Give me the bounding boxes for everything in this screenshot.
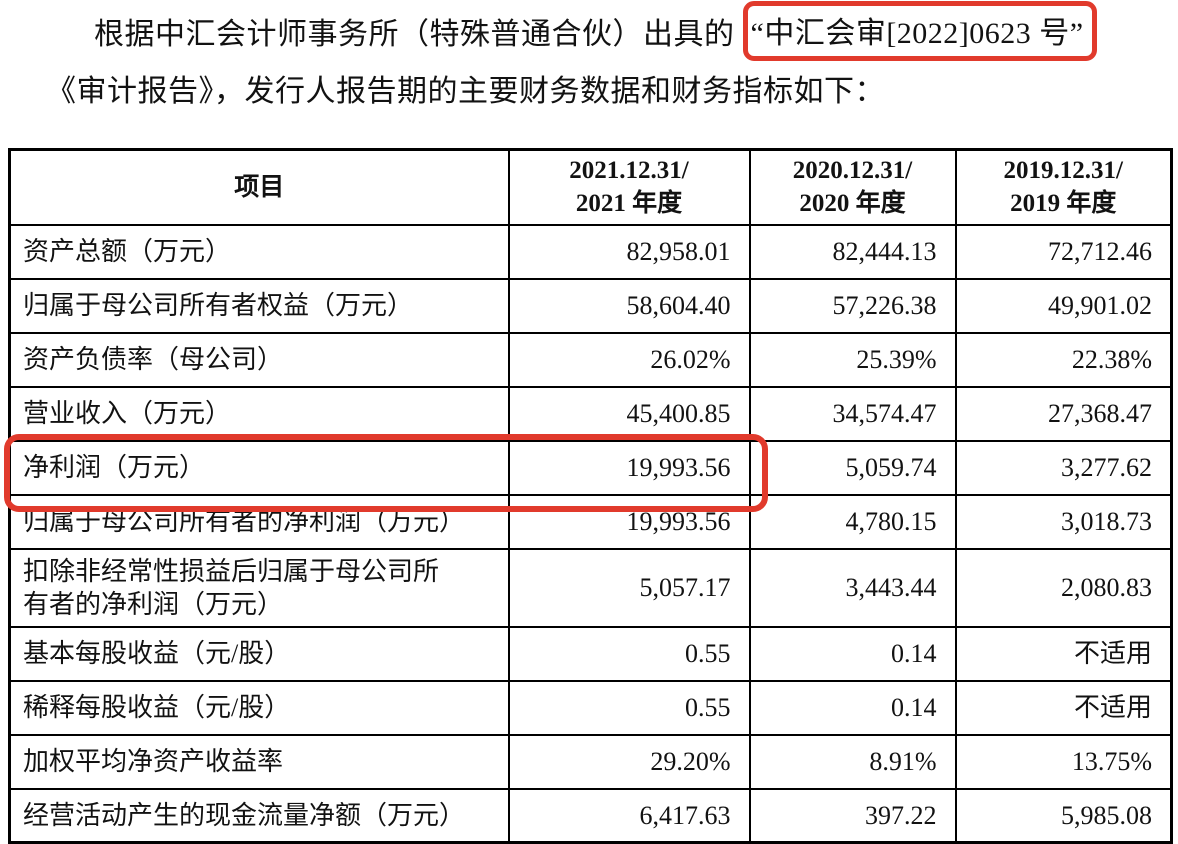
header-period-2019: 2019.12.31/ 2019 年度: [954, 148, 1173, 226]
intro-text: 根据中汇会计师事务所（特殊普通合伙）出具的: [94, 18, 735, 51]
table-row: 加权平均净资产收益率 29.20% 8.91% 13.75%: [8, 733, 1173, 790]
table-row: 营业收入（万元） 45,400.85 34,574.47 27,368.47: [8, 385, 1173, 442]
row-value-2021: 45,400.85: [507, 385, 751, 442]
header-period-2019-year: 2019 年度: [1010, 190, 1117, 218]
table-row: 基本每股收益（元/股） 0.55 0.14 不适用: [8, 625, 1173, 682]
report-number: “中汇会审[2022]0623 号”: [750, 17, 1084, 50]
table-row: 归属于母公司所有者的净利润（万元） 19,993.56 4,780.15 3,0…: [8, 493, 1173, 550]
row-value-2021: 26.02%: [507, 331, 751, 388]
financial-data-table: 项目 2021.12.31/ 2021 年度 2020.12.31/ 2020 …: [8, 148, 1173, 844]
row-value-2019: 5,985.08: [954, 787, 1173, 844]
row-value-2020: 397.22: [748, 787, 957, 844]
row-value-2021: 82,958.01: [507, 223, 751, 280]
row-value-2019: 13.75%: [954, 733, 1173, 790]
row-value-2020: 3,443.44: [748, 547, 957, 628]
row-value-2021: 5,057.17: [507, 547, 751, 628]
header-period-2021: 2021.12.31/ 2021 年度: [507, 148, 751, 226]
intro-line-2: 《审计报告》，发行人报告期的主要财务数据和财务指标如下：: [46, 75, 885, 108]
row-label: 归属于母公司所有者权益（万元）: [8, 277, 510, 334]
row-value-2021: 0.55: [507, 679, 751, 736]
header-period-2020-year: 2020 年度: [799, 190, 906, 218]
table-row: 扣除非经常性损益后归属于母公司所有者的净利润（万元） 5,057.17 3,44…: [8, 547, 1173, 628]
row-value-2020: 57,226.38: [748, 277, 957, 334]
row-value-2021: 29.20%: [507, 733, 751, 790]
row-value-2020: 5,059.74: [748, 439, 957, 496]
financial-table-wrap: 项目 2021.12.31/ 2021 年度 2020.12.31/ 2020 …: [8, 148, 1173, 844]
row-label: 稀释每股收益（元/股）: [8, 679, 510, 736]
intro-line-1: 根据中汇会计师事务所（特殊普通合伙）出具的 “中汇会审[2022]0623 号”: [94, 1, 1097, 61]
row-label: 归属于母公司所有者的净利润（万元）: [8, 493, 510, 550]
row-label: 资产总额（万元）: [8, 223, 510, 280]
row-value-2019: 22.38%: [954, 331, 1173, 388]
row-value-2019: 2,080.83: [954, 547, 1173, 628]
row-value-2019: 不适用: [954, 679, 1173, 736]
row-value-2021: 0.55: [507, 625, 751, 682]
row-label: 营业收入（万元）: [8, 385, 510, 442]
row-value-2019: 3,277.62: [954, 439, 1173, 496]
row-value-2019: 27,368.47: [954, 385, 1173, 442]
row-label: 净利润（万元）: [8, 439, 510, 496]
table-row: 净利润（万元） 19,993.56 5,059.74 3,277.62: [8, 439, 1173, 496]
row-label: 经营活动产生的现金流量净额（万元）: [8, 787, 510, 844]
row-value-2020: 8.91%: [748, 733, 957, 790]
report-number-annotation-box: “中汇会审[2022]0623 号”: [742, 1, 1097, 61]
row-value-2020: 0.14: [748, 625, 957, 682]
header-period-2021-year: 2021 年度: [575, 190, 683, 218]
row-value-2021: 58,604.40: [507, 277, 751, 334]
table-row: 资产总额（万元） 82,958.01 82,444.13 72,712.46: [8, 223, 1173, 280]
header-period-2021-date: 2021.12.31/: [569, 157, 689, 185]
row-value-2019: 49,901.02: [954, 277, 1173, 334]
row-value-2020: 4,780.15: [748, 493, 957, 550]
header-period-2020: 2020.12.31/ 2020 年度: [748, 148, 957, 226]
row-value-2019: 3,018.73: [954, 493, 1173, 550]
table-header-row: 项目 2021.12.31/ 2021 年度 2020.12.31/ 2020 …: [8, 148, 1173, 226]
row-value-2021: 6,417.63: [507, 787, 751, 844]
row-value-2020: 25.39%: [748, 331, 957, 388]
table-row: 经营活动产生的现金流量净额（万元） 6,417.63 397.22 5,985.…: [8, 787, 1173, 844]
row-value-2019: 不适用: [954, 625, 1173, 682]
row-value-2021: 19,993.56: [507, 439, 751, 496]
row-label: 扣除非经常性损益后归属于母公司所有者的净利润（万元）: [8, 547, 510, 628]
row-value-2020: 82,444.13: [748, 223, 957, 280]
row-value-2020: 0.14: [748, 679, 957, 736]
header-period-2020-date: 2020.12.31/: [792, 157, 913, 185]
financial-table-body: 资产总额（万元） 82,958.01 82,444.13 72,712.46 归…: [8, 223, 1173, 844]
row-value-2019: 72,712.46: [954, 223, 1173, 280]
table-row: 稀释每股收益（元/股） 0.55 0.14 不适用: [8, 679, 1173, 736]
row-label: 加权平均净资产收益率: [8, 733, 510, 790]
header-item-column: 项目: [8, 148, 510, 226]
table-row: 归属于母公司所有者权益（万元） 58,604.40 57,226.38 49,9…: [8, 277, 1173, 334]
row-label: 基本每股收益（元/股）: [8, 625, 510, 682]
row-value-2020: 34,574.47: [748, 385, 957, 442]
table-row: 资产负债率（母公司） 26.02% 25.39% 22.38%: [8, 331, 1173, 388]
header-period-2019-date: 2019.12.31/: [1003, 157, 1123, 185]
row-value-2021: 19,993.56: [507, 493, 751, 550]
row-label: 资产负债率（母公司）: [8, 331, 510, 388]
